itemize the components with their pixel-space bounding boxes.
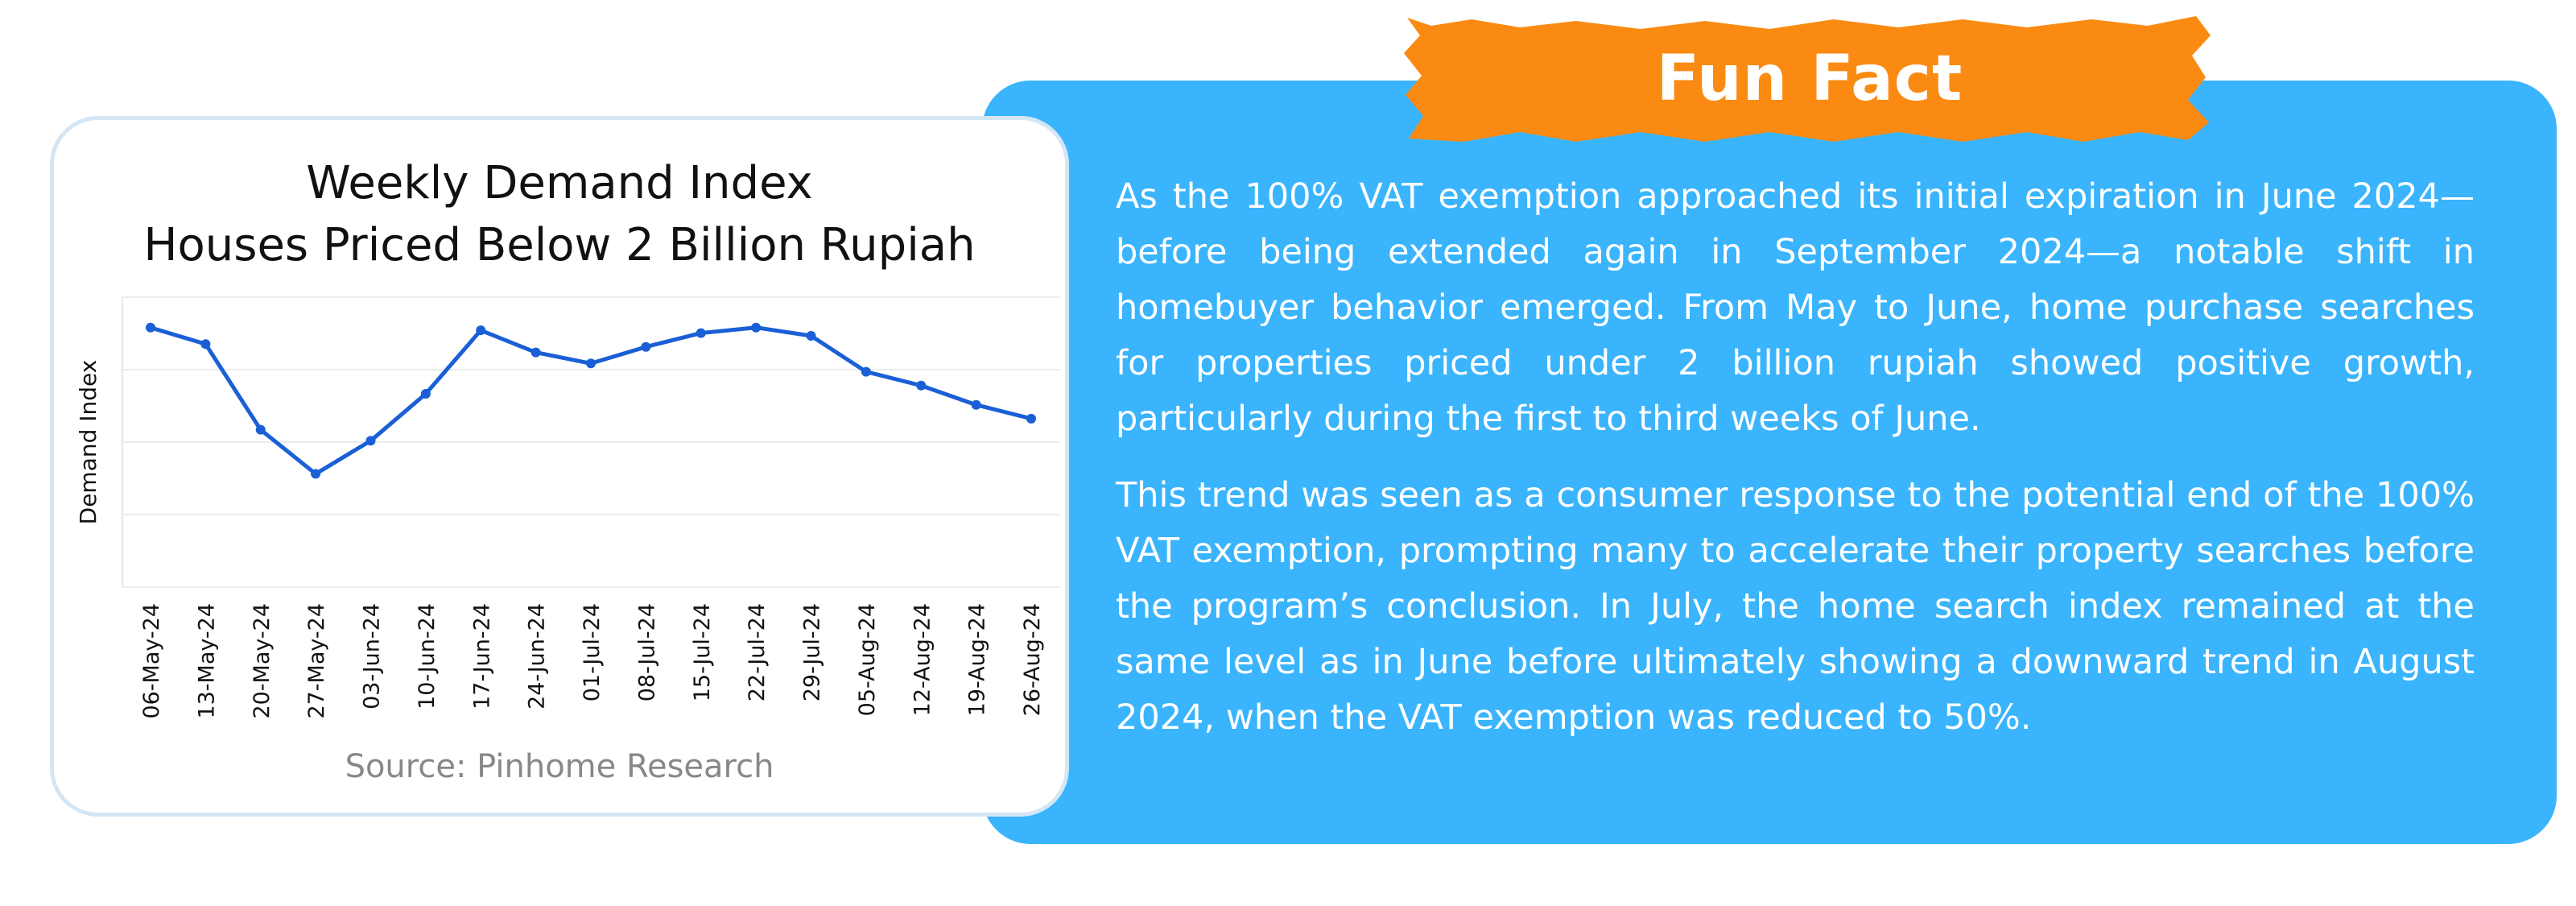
- data-point: [476, 325, 486, 336]
- data-point: [200, 339, 211, 350]
- x-tick-label: 10-Jun-24: [415, 603, 440, 709]
- data-point: [311, 469, 321, 479]
- data-point: [255, 424, 266, 435]
- demand-index-chart: Demand Index 06-May-24 13-May-24 20-May-24 2…: [75, 296, 1060, 719]
- x-tick-label: 08-Jul-24: [634, 603, 659, 701]
- x-tick-label: 19-Aug-24: [965, 603, 990, 716]
- data-point: [1026, 413, 1036, 424]
- data-point: [365, 436, 376, 446]
- fun-fact-banner: Fun Fact: [1399, 11, 2220, 147]
- x-tick-label: 05-Aug-24: [855, 603, 880, 716]
- fun-fact-panel: [982, 81, 2557, 844]
- series-line: [150, 325, 1032, 476]
- x-tick-label: 13-May-24: [194, 603, 219, 719]
- data-point: [420, 389, 431, 399]
- banner-ribbon-shape: [1404, 16, 2211, 142]
- fun-fact-paragraph: As the 100% VAT exemption approached its…: [1116, 176, 2475, 439]
- data-point: [916, 380, 927, 391]
- fun-fact-title: Fun Fact: [1656, 43, 1963, 115]
- y-axis-label: Demand Index: [75, 360, 101, 525]
- data-point: [586, 358, 596, 369]
- fun-fact-text: As the 100% VAT exemption approached its…: [1116, 169, 2475, 767]
- chart-card: Weekly Demand Index Houses Priced Below …: [50, 116, 1069, 817]
- x-tick-label: 24-Jun-24: [525, 603, 550, 709]
- data-point: [530, 347, 541, 358]
- x-tick-label: 12-Aug-24: [910, 603, 935, 716]
- x-tick-label: 22-Jul-24: [745, 603, 770, 701]
- fun-fact-paragraph: This trend was seen as a consumer respon…: [1116, 475, 2475, 738]
- x-tick-label: 20-May-24: [250, 603, 275, 719]
- data-point: [861, 366, 871, 377]
- data-point: [806, 331, 816, 341]
- data-point: [641, 341, 651, 352]
- x-tick-label: 29-Jul-24: [800, 603, 825, 701]
- data-point: [146, 322, 155, 333]
- data-point: [751, 322, 762, 333]
- chart-title: Weekly Demand Index Houses Priced Below …: [54, 152, 1065, 276]
- chart-title-line: Houses Priced Below 2 Billion Rupiah: [143, 219, 976, 271]
- x-tick-label: 06-May-24: [139, 603, 164, 719]
- chart-title-line: Weekly Demand Index: [306, 157, 813, 209]
- x-tick-label: 26-Aug-24: [1020, 603, 1045, 716]
- x-tick-label: 27-May-24: [304, 603, 329, 719]
- x-tick-label: 03-Jun-24: [360, 603, 385, 709]
- x-tick-label: 17-Jun-24: [469, 603, 494, 709]
- x-tick-label: 15-Jul-24: [690, 603, 715, 701]
- x-tick-label: 01-Jul-24: [580, 603, 605, 701]
- chart-source: Source: Pinhome Research: [345, 748, 774, 785]
- data-point: [696, 328, 706, 338]
- data-point: [971, 399, 981, 410]
